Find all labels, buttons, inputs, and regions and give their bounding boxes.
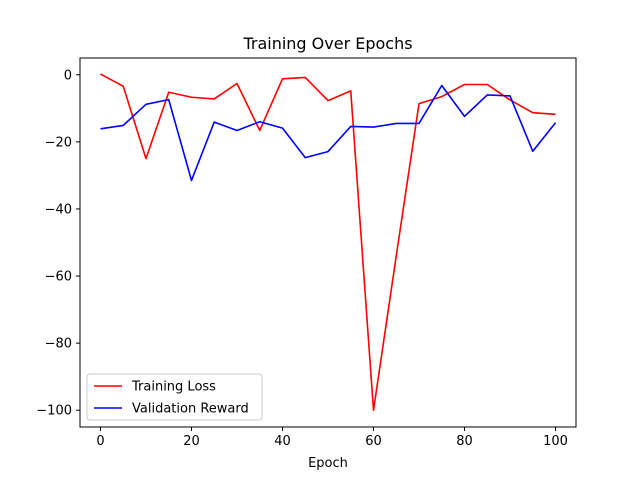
legend: Training Loss Validation Reward <box>86 373 263 421</box>
y-tick-label: −100 <box>36 404 72 419</box>
legend-label-training-loss: Training Loss <box>131 380 216 395</box>
x-tick-label: 40 <box>274 434 291 449</box>
x-axis-label: Epoch <box>308 456 348 471</box>
y-tick-label: 0 <box>64 68 72 83</box>
x-tick-label: 80 <box>456 434 473 449</box>
series-line-training-loss <box>100 73 556 412</box>
x-tick-label: 20 <box>183 434 200 449</box>
series-layer <box>100 73 557 412</box>
y-tick-label: −20 <box>45 135 72 150</box>
x-tick-label: 60 <box>365 434 382 449</box>
plot-area: 0 20 40 60 80 100 0 −20 −40 −60 −80 −100 <box>36 57 577 449</box>
y-tick-label: −40 <box>45 202 72 217</box>
y-tick-label: −80 <box>45 337 72 352</box>
x-tick-label: 100 <box>543 434 568 449</box>
y-axis: 0 −20 −40 −60 −80 −100 <box>36 68 80 419</box>
legend-label-validation-reward: Validation Reward <box>132 402 249 417</box>
x-axis: 0 20 40 60 80 100 <box>96 427 568 449</box>
chart-title: Training Over Epochs <box>242 34 412 53</box>
y-tick-label: −60 <box>45 270 72 285</box>
legend-box <box>86 373 263 421</box>
x-tick-label: 0 <box>96 434 104 449</box>
series-line-validation-reward <box>100 84 557 182</box>
axes-frame <box>79 57 577 428</box>
